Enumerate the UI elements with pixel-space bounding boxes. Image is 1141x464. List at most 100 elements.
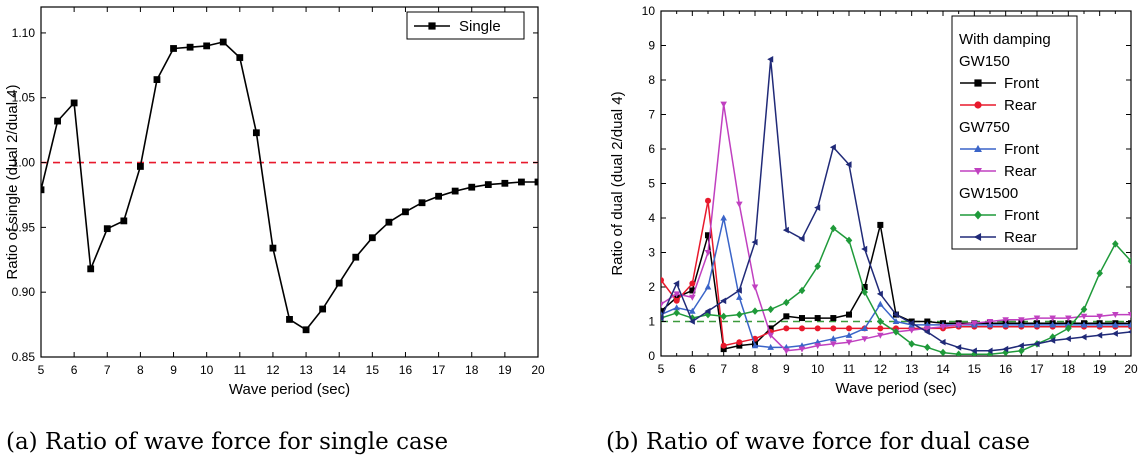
y-tick-label: 2 (648, 280, 655, 294)
data-point (673, 309, 680, 317)
chart-dual: 5 6 7 8 9 10 11 12 13 14 15 16 17 18 19 20012345678910W… (609, 4, 1138, 397)
data-point (689, 307, 696, 314)
y-tick-label: 8 (648, 73, 655, 87)
x-tick-label: 15 (968, 362, 982, 376)
data-point (814, 262, 821, 271)
x-axis-label: Wave period (sec) (229, 381, 350, 398)
data-point (1018, 347, 1025, 355)
data-point (1127, 321, 1131, 328)
plot-frame (40, 6, 539, 358)
data-point (661, 277, 664, 284)
x-tick-label: 18 (465, 363, 479, 377)
y-tick-label: 6 (648, 142, 655, 156)
data-point (402, 208, 409, 216)
caption-a: (a) Ratio of wave force for single case (6, 429, 448, 455)
data-point (798, 346, 806, 353)
data-point (1112, 321, 1119, 328)
data-point (845, 161, 852, 168)
data-point (1064, 335, 1071, 343)
data-point (720, 346, 727, 353)
data-point (767, 332, 774, 339)
y-tick-label: 0.90 (12, 285, 36, 299)
data-point (736, 342, 743, 349)
data-point (783, 325, 790, 332)
data-point (877, 221, 884, 228)
data-point (799, 325, 805, 332)
data-point (1017, 342, 1024, 349)
legend-marker (973, 233, 982, 241)
data-point (1002, 321, 1009, 328)
data-point (783, 298, 790, 307)
data-point (798, 286, 806, 295)
data-point (767, 343, 774, 350)
data-point (170, 45, 177, 52)
data-point (986, 318, 994, 325)
data-point (688, 318, 695, 325)
x-tick-label: 5 (38, 363, 45, 377)
x-tick-label: 14 (936, 362, 950, 376)
x-tick-label: 20 (531, 363, 545, 377)
y-tick-label: 4 (648, 211, 655, 225)
data-point (1127, 329, 1131, 334)
data-point (955, 344, 962, 351)
data-point (673, 291, 680, 298)
data-point (736, 310, 743, 319)
data-point (1080, 333, 1087, 341)
data-point (705, 232, 711, 239)
data-point (1080, 321, 1088, 328)
data-point (736, 339, 743, 346)
data-point (1127, 257, 1131, 265)
data-point (877, 325, 884, 332)
data-point (704, 249, 712, 256)
y-tick-label: 0.85 (12, 350, 36, 364)
data-point (518, 178, 525, 186)
data-point (845, 331, 853, 338)
data-point (704, 310, 712, 319)
data-point (720, 101, 727, 108)
data-point (70, 99, 78, 107)
data-point (970, 347, 977, 355)
data-point (153, 76, 161, 83)
data-point (673, 280, 680, 287)
data-point (501, 179, 509, 187)
x-tick-label: 18 (1062, 362, 1076, 376)
data-point (1065, 324, 1072, 333)
data-point (971, 320, 978, 327)
data-point (236, 54, 244, 61)
data-point (1049, 337, 1056, 344)
data-point (319, 305, 327, 313)
legend-group-gw150: GW150 (959, 53, 1010, 70)
data-point (1018, 317, 1025, 324)
data-point (767, 305, 774, 314)
data-point (335, 279, 343, 287)
data-point (705, 197, 711, 204)
legend-marker (974, 144, 982, 153)
x-tick-label: 12 (266, 363, 280, 377)
data-point (908, 319, 915, 327)
data-point (54, 117, 61, 125)
legend-label: Front (1004, 75, 1040, 92)
legend-title-with-damping: With damping (959, 31, 1051, 48)
data-point (783, 348, 790, 355)
data-point (1049, 321, 1056, 328)
data-point (689, 280, 696, 287)
legend-marker (974, 79, 982, 87)
data-point (1112, 312, 1119, 319)
data-point (814, 315, 821, 322)
data-point (1018, 321, 1025, 328)
legend-label: Rear (1004, 229, 1037, 246)
x-tick-label: 12 (874, 362, 888, 376)
y-tick-label: 0 (648, 349, 655, 363)
legend-label: Rear (1004, 163, 1037, 180)
y-axis-label: Ratio of single (dual 2/dual 4) (4, 84, 21, 279)
x-tick-label: 10 (811, 362, 825, 376)
data-point (861, 284, 868, 290)
x-tick-label: 19 (1093, 362, 1107, 376)
x-tick-label: 17 (1030, 362, 1044, 376)
x-tick-label: 5 (658, 362, 665, 376)
data-point (103, 225, 111, 233)
data-point (1096, 313, 1103, 320)
x-tick-label: 11 (843, 362, 856, 376)
data-point (1065, 315, 1072, 322)
data-point (704, 307, 711, 315)
